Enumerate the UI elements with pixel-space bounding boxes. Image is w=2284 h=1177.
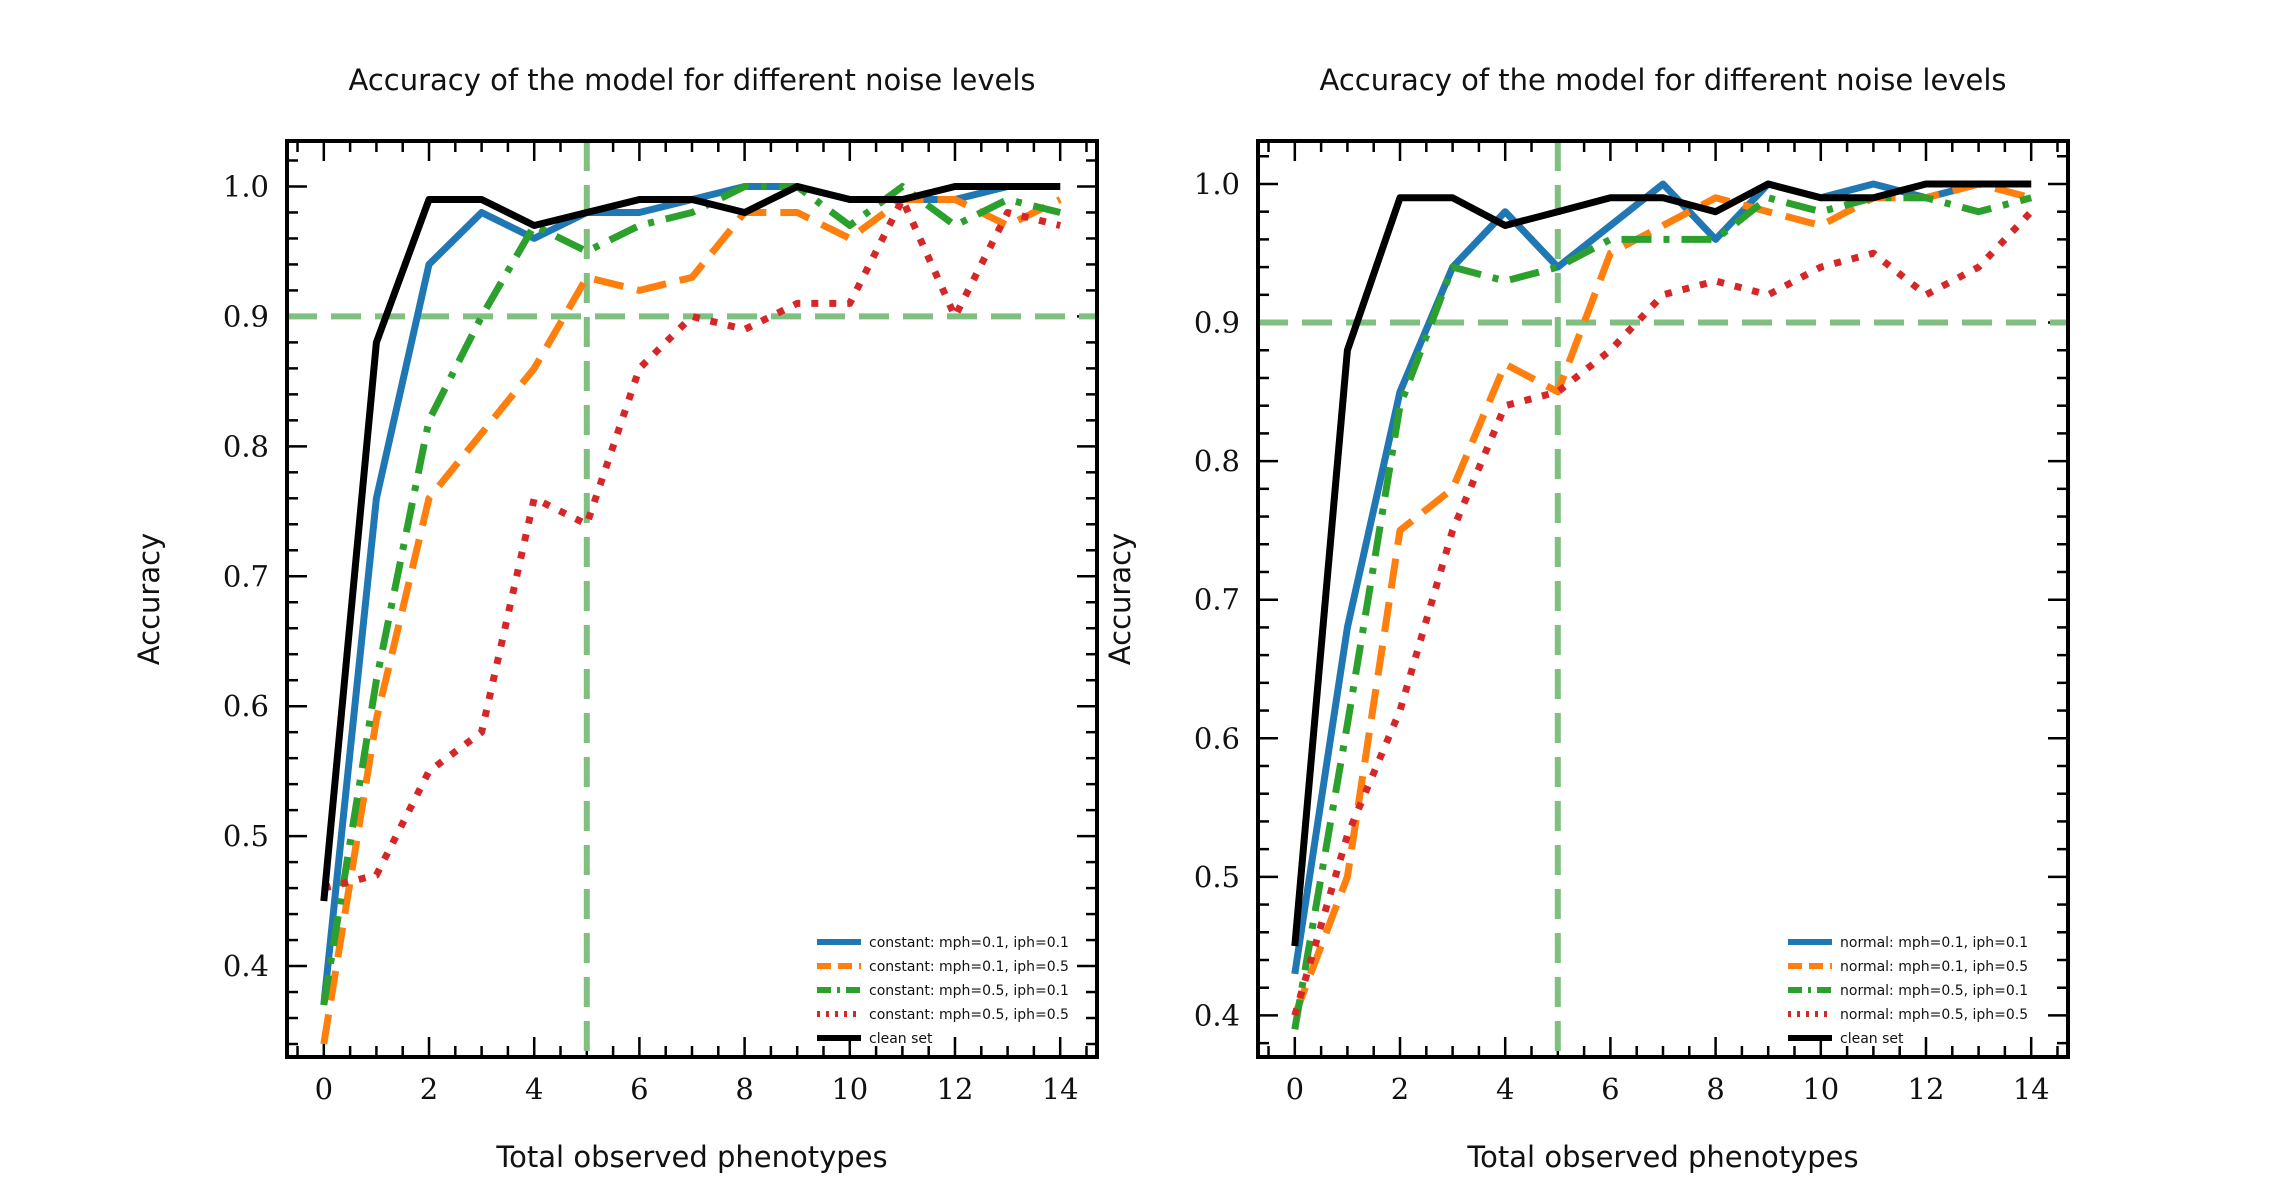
chart-0-series-line-3 xyxy=(322,196,1062,892)
chart-1-y-tick-label: 0.6 xyxy=(1194,721,1240,755)
chart-0-legend-label-4: clean set xyxy=(869,1031,933,1047)
chart-1-x-tick-label: 14 xyxy=(2013,1072,2050,1106)
chart-0-y-tick-label: 0.7 xyxy=(223,559,269,593)
chart-1-y-tick-label: 0.5 xyxy=(1194,860,1240,894)
chart-0-x-tick-label: 10 xyxy=(831,1072,868,1106)
chart-0-y-tick-label: 0.6 xyxy=(223,689,269,723)
chart-1-plot-frame xyxy=(1256,139,2070,1059)
chart-panel-right: 0 2 4 6 8 10 12 14 0.4 0.5 0.6 0.7 0.8 0.9 1.0 Accuracy… xyxy=(1103,63,2070,1174)
chart-1-legend-label-3: normal: mph=0.5, iph=0.5 xyxy=(1840,1007,2028,1023)
chart-0-x-tick-label: 14 xyxy=(1042,1072,1079,1106)
chart-0-series-group xyxy=(320,183,1062,1045)
chart-panel-left: 0 2 4 6 8 10 12 14 0.4 0.5 0.6 0.7 0.8 0.9 1.0 Accuracy… xyxy=(132,63,1099,1174)
chart-0-legend-label-2: constant: mph=0.5, iph=0.1 xyxy=(869,983,1069,999)
chart-0-y-tick-label: 1.0 xyxy=(223,169,269,203)
chart-1-y-tick-label: 1.0 xyxy=(1194,167,1240,201)
chart-0-x-axis-label: Total observed phenotypes xyxy=(495,1140,887,1174)
chart-1-legend-label-1: normal: mph=0.1, iph=0.5 xyxy=(1840,959,2028,975)
chart-0-y-tick-label: 0.8 xyxy=(223,429,269,463)
chart-1-x-tick-label: 8 xyxy=(1706,1072,1724,1106)
chart-1-x-tick-label: 12 xyxy=(1908,1072,1945,1106)
chart-0-plot-frame xyxy=(285,139,1099,1059)
chart-0-y-tick-label: 0.5 xyxy=(223,819,269,853)
chart-0-x-tick-label: 2 xyxy=(420,1072,438,1106)
chart-1-series-line-1 xyxy=(1291,180,2033,1017)
chart-0-x-tick-label: 6 xyxy=(630,1072,648,1106)
chart-0-title: Accuracy of the model for different nois… xyxy=(348,63,1035,97)
chart-1-series-line-4 xyxy=(1291,180,2032,947)
chart-1-legend-label-2: normal: mph=0.5, iph=0.1 xyxy=(1840,983,2028,999)
chart-0-y-axis-label: Accuracy xyxy=(132,533,166,665)
chart-1-x-tick-label: 10 xyxy=(1802,1072,1839,1106)
chart-1-legend-label-0: normal: mph=0.1, iph=0.1 xyxy=(1840,935,2028,951)
chart-0-legend: constant: mph=0.1, iph=0.1 constant: mph=… xyxy=(817,935,1069,1047)
chart-1-x-tick-label: 4 xyxy=(1496,1072,1514,1106)
chart-1-x-tick-label: 6 xyxy=(1601,1072,1619,1106)
chart-1-x-tick-label: 2 xyxy=(1391,1072,1409,1106)
chart-1-x-axis-label: Total observed phenotypes xyxy=(1466,1140,1858,1174)
chart-1-series-line-0 xyxy=(1291,180,2032,975)
chart-0-series-line-4 xyxy=(320,183,1061,902)
chart-0-legend-label-0: constant: mph=0.1, iph=0.1 xyxy=(869,935,1069,951)
chart-0-x-tick-label: 4 xyxy=(525,1072,543,1106)
chart-0-y-tick-label: 0.4 xyxy=(223,949,269,983)
chart-1-y-tick-label: 0.8 xyxy=(1194,444,1240,478)
chart-0-y-tick-label: 0.9 xyxy=(223,299,269,333)
chart-1-legend-label-4: clean set xyxy=(1840,1031,1904,1047)
chart-0-series-line-1 xyxy=(320,196,1062,1045)
chart-1-legend: normal: mph=0.1, iph=0.1 normal: mph=0.1,… xyxy=(1788,935,2028,1047)
chart-1-y-tick-label: 0.7 xyxy=(1194,583,1240,617)
chart-1-series-group xyxy=(1291,180,2034,1030)
chart-1-y-tick-label: 0.4 xyxy=(1194,998,1240,1032)
chart-0-x-tick-label: 8 xyxy=(735,1072,753,1106)
chart-1-title: Accuracy of the model for different nois… xyxy=(1319,63,2006,97)
chart-1-y-tick-label: 0.9 xyxy=(1194,306,1240,340)
chart-0-x-tick-label: 0 xyxy=(315,1072,333,1106)
chart-1-y-axis-label: Accuracy xyxy=(1103,533,1137,665)
chart-1-x-tick-label: 0 xyxy=(1286,1072,1304,1106)
chart-1-series-line-2 xyxy=(1291,194,2033,1030)
chart-0-series-line-2 xyxy=(320,183,1062,1006)
chart-0-legend-label-1: constant: mph=0.1, iph=0.5 xyxy=(869,959,1069,975)
chart-0-legend-label-3: constant: mph=0.5, iph=0.5 xyxy=(869,1007,1069,1023)
chart-0-x-tick-label: 12 xyxy=(937,1072,974,1106)
